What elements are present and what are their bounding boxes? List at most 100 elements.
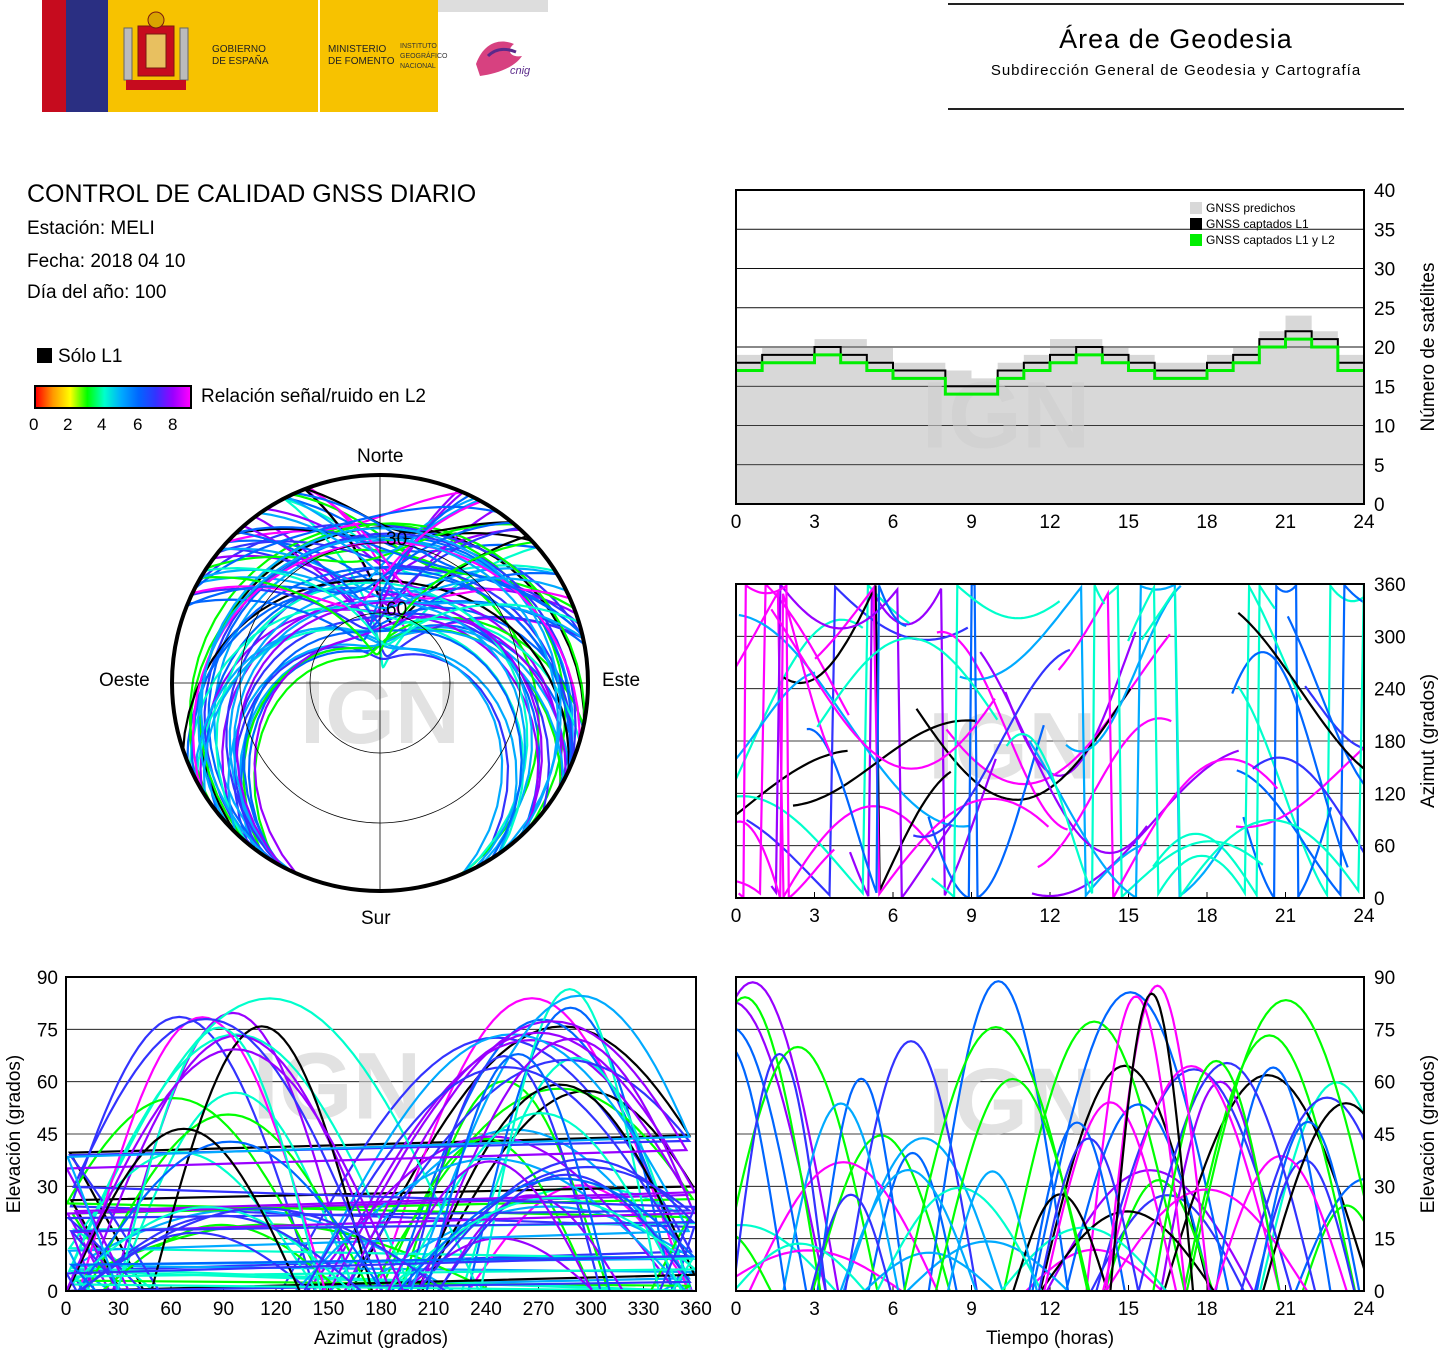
flag-red-stripe	[42, 0, 66, 112]
skyplot-track-44	[215, 581, 529, 879]
y-tick-label-15: 15	[37, 1230, 58, 1251]
skyplot-south-label: Sur	[361, 908, 391, 929]
series-line-1	[736, 330, 1364, 388]
azimuth-track-45	[913, 648, 1071, 839]
y-tick-label-0: 0	[1374, 1282, 1385, 1303]
azimuth-track-11	[915, 687, 1132, 801]
skyplot-track-49	[189, 505, 505, 594]
plot-frame	[735, 976, 1365, 1292]
x-tick-label-0: 0	[731, 512, 742, 533]
elevtime-track-44	[1255, 1120, 1361, 1291]
x-tick-label-30: 30	[108, 1299, 129, 1320]
azimuth-track-25	[1235, 746, 1364, 829]
report-title: CONTROL DE CALIDAD GNSS DIARIO	[27, 180, 477, 208]
elevaz-track-23	[66, 1096, 692, 1291]
satcount-chart: 0 5 10 15 20 25 30 35 40 0 3 6 9 12 15 18 21 24 IGN GNSS pr…	[731, 181, 1439, 533]
elevaz-track-43	[77, 1140, 383, 1291]
x-tick-label-180: 180	[365, 1299, 397, 1320]
y-axis-label: Azimut (grados)	[1418, 674, 1439, 808]
x-tick-label-9: 9	[966, 512, 977, 533]
azimuth-track-26	[927, 584, 1045, 898]
elevaz-track-34	[437, 1194, 624, 1291]
y-tick-label-240: 240	[1374, 680, 1406, 701]
elevtime-track-56	[1104, 984, 1210, 1291]
skyplot-track-57	[291, 491, 586, 638]
elevaz-track-59	[425, 1052, 611, 1291]
elevaz-track-15	[115, 1091, 356, 1291]
elevaz-tracks: IGN	[66, 987, 696, 1291]
skyplot-track-54	[232, 599, 527, 873]
azimuth-track-18	[1065, 585, 1182, 753]
x-tick-label-18: 18	[1196, 512, 1217, 533]
x-tick-label-120: 120	[260, 1299, 292, 1320]
skyplot-track-36	[240, 490, 466, 622]
elevtime-track-35	[736, 1234, 772, 1291]
elevtime-track-24	[1040, 1210, 1215, 1291]
y-tick-label-30: 30	[37, 1177, 58, 1198]
skyplot-track-19	[192, 522, 587, 644]
x-tick-label-15: 15	[1118, 1299, 1139, 1320]
skyplot-track-55	[191, 566, 572, 782]
coat-of-arms-icon	[123, 11, 189, 90]
elevtime-track-45	[1137, 1061, 1317, 1291]
y-tick-label-5: 5	[1374, 456, 1385, 477]
azimuth-track-40	[1005, 584, 1106, 894]
azimuth-track-5	[1237, 584, 1364, 898]
plot-frame	[735, 189, 1365, 505]
azimuth-track-42	[931, 584, 1061, 898]
ministerio-logo-block: MINISTERIO DE FOMENTO	[320, 0, 438, 112]
skyplot-track-62	[231, 526, 586, 640]
ministerio-line2: DE FOMENTO	[328, 56, 395, 67]
elevaz-track-27	[68, 1058, 692, 1291]
azimuth-track-23	[1105, 584, 1264, 898]
azimuth-tracks: IGN	[736, 584, 1364, 898]
elevtime-track-50	[1152, 1059, 1281, 1291]
cnig-text: cnig	[510, 65, 531, 77]
elevtime-track-31	[816, 1077, 906, 1291]
elevtime-track-17	[736, 1001, 827, 1291]
elevtime-track-7	[1002, 1020, 1186, 1291]
y-axis-label: Elevación (grados)	[4, 1055, 25, 1213]
elevtime-track-11	[1031, 991, 1230, 1291]
elevtime-track-34	[1214, 1066, 1332, 1291]
y-tick-label-15: 15	[1374, 377, 1395, 398]
elevtime-track-57	[1037, 1137, 1140, 1291]
elevaz-track-20	[460, 1056, 692, 1291]
azimuth-track-28	[814, 584, 1050, 898]
x-tick-label-0: 0	[61, 1299, 72, 1320]
elevtime-track-23	[1085, 995, 1187, 1291]
x-tick-label-0: 0	[731, 1299, 742, 1320]
elevation-azimuth-chart: 0 15 30 45 60 75 90 0 30 60 90 120 150 180 210 240 270 30…	[4, 968, 712, 1349]
y-tick-label-90: 90	[37, 968, 58, 989]
date-label: Fecha: 2018 04 10	[27, 251, 186, 272]
y-tick-label-25: 25	[1374, 299, 1395, 320]
gobierno-line1: GOBIERNO	[212, 44, 266, 55]
azimuth-track-9	[1236, 584, 1364, 898]
elevtime-track-37	[876, 1186, 1043, 1291]
elevtime-track-20	[1182, 1034, 1357, 1291]
elevaz-track-5	[391, 1018, 693, 1291]
elevtime-track-55	[736, 1242, 867, 1291]
elevtime-track-5	[1259, 1081, 1364, 1291]
elevtime-track-46	[736, 1049, 787, 1291]
skyplot-tracks: IGN	[181, 485, 587, 881]
y-tick-label-120: 120	[1374, 784, 1406, 805]
y-tick-label-40: 40	[1374, 181, 1395, 202]
x-tick-label-21: 21	[1275, 906, 1296, 927]
elevtime-track-22	[844, 1040, 978, 1291]
instituto-line3: NACIONAL	[400, 63, 436, 70]
elevaz-track-19	[66, 1038, 690, 1291]
x-tick-label-15: 15	[1118, 512, 1139, 533]
ign-watermark: IGN	[252, 1033, 421, 1139]
elevaz-track-57	[68, 1177, 696, 1291]
y-tick-label-35: 35	[1374, 220, 1395, 241]
elevtime-track-43	[1240, 1096, 1364, 1291]
skyplot-track-64	[183, 521, 516, 609]
legend-label-2: GNSS captados L1 y L2	[1206, 233, 1335, 247]
azimuth-track-39	[736, 593, 833, 898]
legend-swatch-1	[1190, 218, 1202, 230]
y-axis-label: Número de satélites	[1418, 263, 1439, 432]
series-line-2	[736, 337, 1364, 396]
header-grey-bar	[438, 0, 548, 12]
